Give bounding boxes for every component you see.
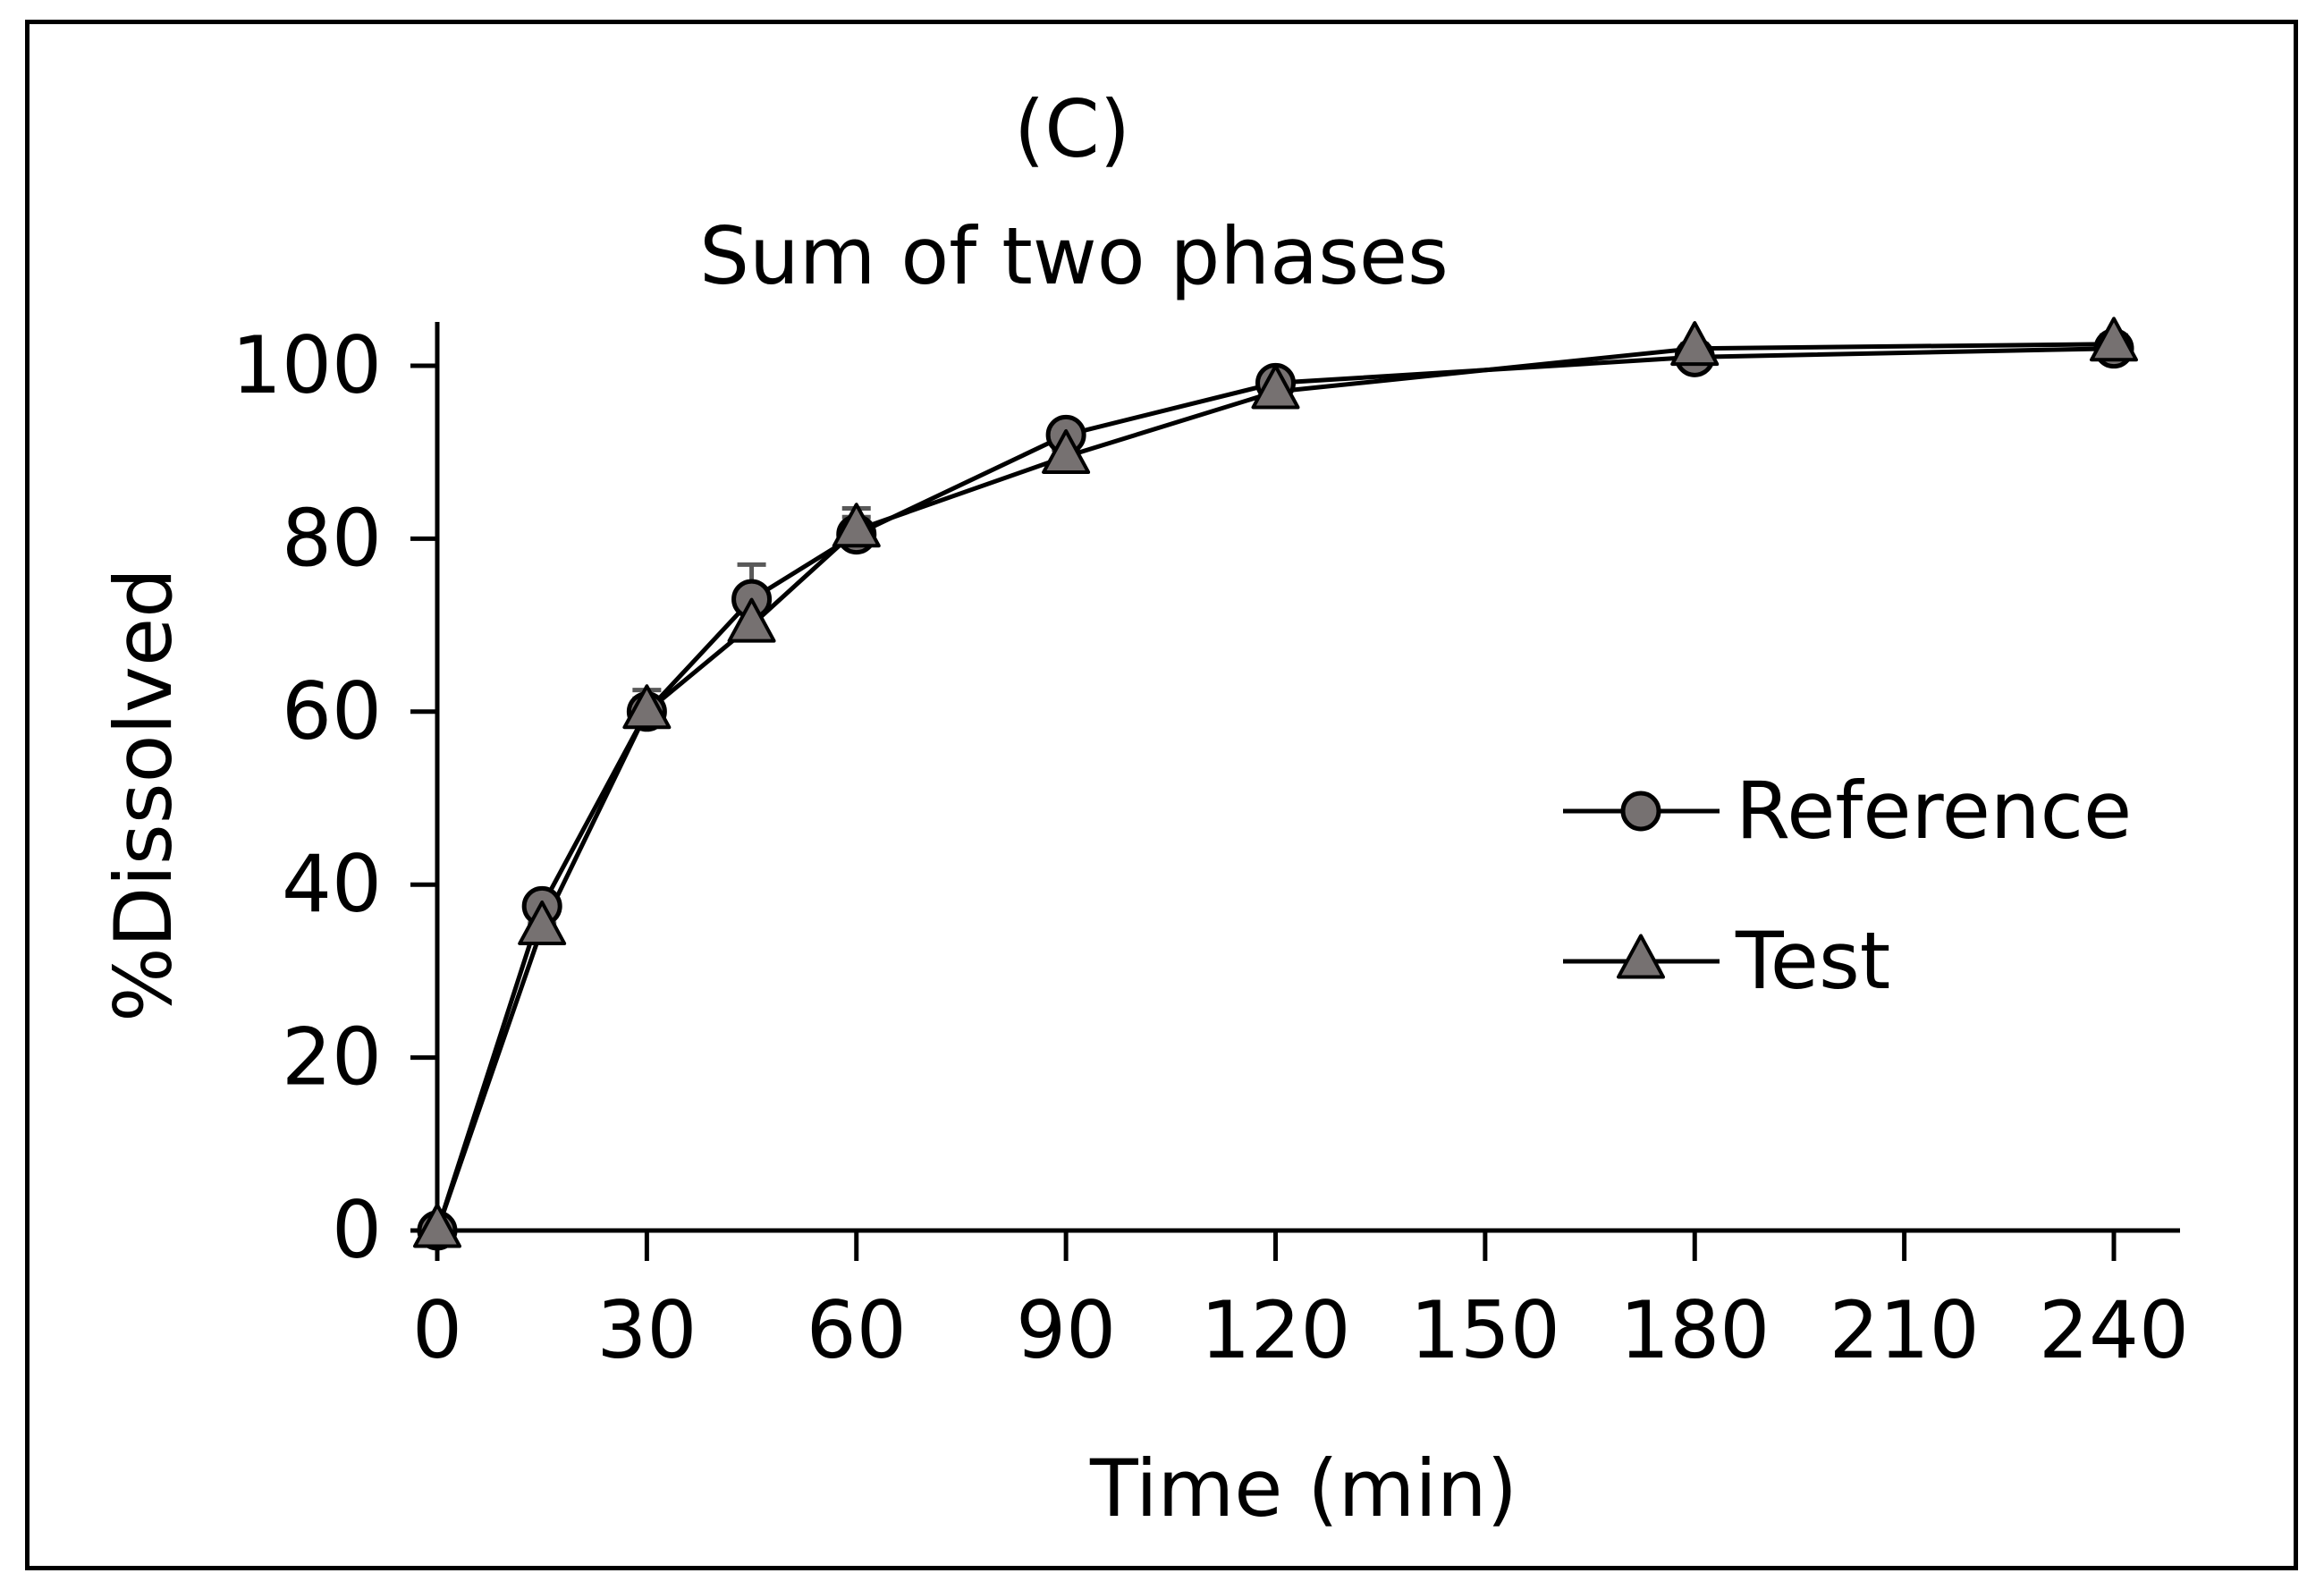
x-tick-label: 240 [2039,1284,2189,1376]
panel-label: (C) [1014,83,1130,175]
legend-marker-test [1617,934,1665,979]
x-tick-label: 0 [412,1284,462,1376]
legend: Reference Test [1563,765,2132,1007]
legend-marker-reference [1620,791,1661,832]
chart-frame: (C) Sum of two phases 0 20 40 60 80 100 0 30 60 9… [25,20,2298,1570]
y-tick-label: 0 [332,1184,382,1276]
chart: (C) Sum of two phases 0 20 40 60 80 100 0 30 60 9… [97,83,2189,1535]
y-axis-label: %Dissolved [97,568,190,1022]
data-point-test [1670,321,1720,367]
x-tick-label: 180 [1619,1284,1770,1376]
data-point-test [1042,429,1091,475]
y-tick-label: 20 [282,1011,382,1104]
legend-label-reference: Reference [1736,765,2132,857]
y-tick-label: 80 [282,492,382,584]
x-tick-label: 150 [1410,1284,1560,1376]
x-tick-label: 30 [596,1284,697,1376]
data-point-test [832,503,881,548]
x-tick-label: 60 [807,1284,907,1376]
data-point-test [413,1203,461,1248]
data-point-test [622,684,672,730]
y-tick-label: 40 [282,838,382,930]
legend-label-test: Test [1735,915,1890,1007]
chart-title: Sum of two phases [699,210,1449,302]
y-tick-label: 100 [232,319,382,411]
data-point-test [2090,317,2138,362]
axes: 0 20 40 60 80 100 0 30 60 90 120 150 180 210 240 [232,319,2189,1376]
y-tick-label: 60 [282,665,382,757]
x-axis-label: Time (min) [1089,1442,1517,1535]
series-markers [413,317,2138,1251]
data-point-test [518,901,567,946]
x-tick-label: 90 [1016,1284,1116,1376]
data-point-test [727,597,776,643]
data-point-test [1251,364,1300,410]
x-tick-label: 210 [1830,1284,1980,1376]
x-tick-label: 120 [1201,1284,1351,1376]
